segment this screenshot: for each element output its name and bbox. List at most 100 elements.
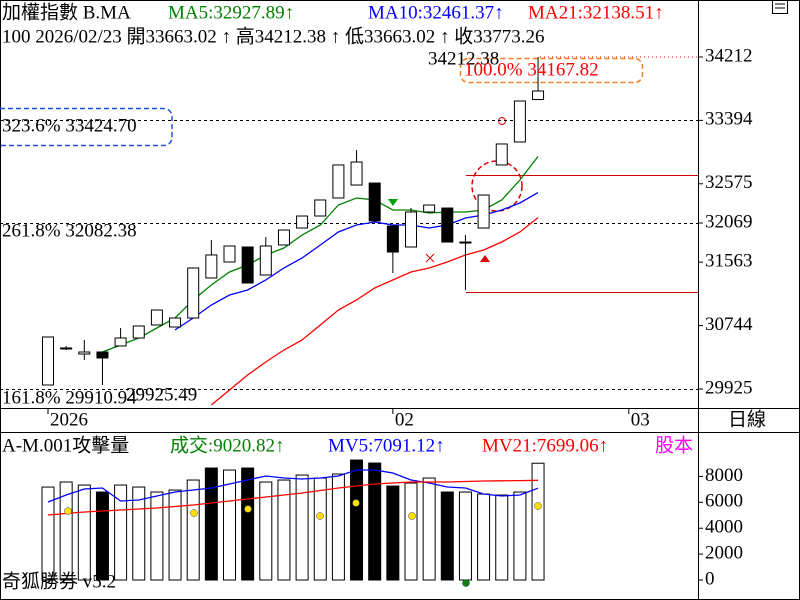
price-panel xyxy=(0,56,698,406)
volume-bar xyxy=(404,482,418,581)
candle-body xyxy=(259,245,272,276)
candle-body xyxy=(350,161,363,186)
volume-bar xyxy=(95,491,109,581)
volume-bar xyxy=(477,493,491,581)
candle-body xyxy=(386,225,399,253)
legend-entry: 成交:9020.82↑ xyxy=(170,434,285,456)
y-tick-label: 2000 xyxy=(705,542,743,563)
candle-body xyxy=(169,317,182,328)
ma-line xyxy=(210,217,539,406)
legend-entry: MV5:7091.12↑ xyxy=(328,435,445,456)
volume-bar xyxy=(495,494,509,581)
volume-bar xyxy=(241,467,255,581)
chart-title: 加權指數 B.MA xyxy=(2,1,131,23)
volume-bar xyxy=(422,477,436,581)
candle-body xyxy=(187,267,200,319)
candle-body xyxy=(477,194,490,229)
legend-entry: MA10:32461.37↑ xyxy=(368,2,504,23)
y-tick-label: 4000 xyxy=(705,517,743,538)
ma-line xyxy=(47,479,539,516)
signal-dot xyxy=(190,509,198,517)
y-tick-label: 32575 xyxy=(705,172,753,193)
signal-dot xyxy=(534,502,542,510)
candle-body xyxy=(150,309,163,326)
highlight-circle xyxy=(471,160,523,212)
candle-body xyxy=(314,199,327,217)
y-tick-label: 8000 xyxy=(705,465,743,486)
candle-body xyxy=(78,351,91,355)
y-tick-label: 34212 xyxy=(705,45,753,66)
volume-bar xyxy=(313,477,327,581)
annotation: 161.8% 29910.94 xyxy=(2,387,137,408)
candle-body xyxy=(223,245,236,263)
volume-bar xyxy=(350,459,364,581)
candle-body xyxy=(96,351,109,359)
volume-bar xyxy=(531,462,545,581)
period-label: 日線 xyxy=(728,408,766,430)
volume-bar xyxy=(295,474,309,581)
ma-line xyxy=(47,469,539,503)
annotation: 34212.38 xyxy=(428,48,499,69)
volume-bar xyxy=(331,473,345,581)
candle-body xyxy=(405,211,417,248)
y-tick-label: 0 xyxy=(705,568,715,589)
y-tick-label: 29925 xyxy=(705,377,753,398)
volume-bar xyxy=(223,469,236,581)
candle-body xyxy=(495,143,508,166)
volume-bar xyxy=(186,479,200,581)
volume-bar xyxy=(368,462,382,581)
legend-note: 股本 xyxy=(655,434,693,456)
volume-bar xyxy=(513,491,527,581)
signal-dot xyxy=(352,499,360,507)
annotation: 100.0% 34167.82 xyxy=(464,59,599,80)
annotation: 29925.49 xyxy=(126,384,197,405)
legend-entry: MA21:32138.51↑ xyxy=(528,2,664,23)
candle-body xyxy=(205,254,218,279)
volume-bar xyxy=(168,489,182,581)
volume-bar xyxy=(77,484,91,581)
candle-body xyxy=(296,215,309,229)
window-icon[interactable] xyxy=(772,0,788,14)
annotation-box xyxy=(0,107,173,147)
volume-bar xyxy=(150,491,164,581)
signal-dot xyxy=(462,579,470,587)
y-tick-label: 31563 xyxy=(705,251,753,272)
legend-entry: MV21:7699.06↑ xyxy=(482,435,608,456)
candle-body xyxy=(241,246,254,284)
x-tick-label: 03 xyxy=(631,409,650,430)
volume-bar xyxy=(440,491,454,581)
signal-marker xyxy=(388,199,398,206)
footer: 奇狐勝券 v5.2 xyxy=(2,570,116,592)
candle-body xyxy=(42,336,54,386)
ohlc-info: 100 2026/02/23 開33663.02 ↑ 高34212.38 ↑ 低… xyxy=(2,25,545,47)
candle-body xyxy=(114,337,127,347)
candle-body xyxy=(368,182,381,222)
annotation-box xyxy=(459,57,644,84)
volume-bar xyxy=(41,486,55,581)
candle-body xyxy=(277,229,290,246)
annotation: 323.6% 33424.70 xyxy=(2,115,137,136)
volume-bar xyxy=(132,486,146,581)
volume-bar xyxy=(259,481,273,581)
y-tick-label: 6000 xyxy=(705,491,743,512)
signal-marker xyxy=(425,253,435,263)
volume-bar xyxy=(458,491,472,581)
signal-dot xyxy=(64,507,72,515)
candle-body xyxy=(332,164,345,199)
signal-marker xyxy=(480,255,490,262)
signal-dot xyxy=(244,505,252,513)
volume-panel xyxy=(41,459,545,581)
signal-dot xyxy=(316,512,324,520)
volume-markers xyxy=(64,499,542,587)
signal-dot xyxy=(408,512,416,520)
volume-bar xyxy=(59,481,73,581)
ma-line xyxy=(174,192,539,331)
volume-bar xyxy=(204,467,218,581)
candle-body xyxy=(513,100,526,143)
candle-body xyxy=(423,204,436,213)
annotation: 261.8% 32082.38 xyxy=(2,220,137,241)
legend-entry: MA5:32927.89↑ xyxy=(168,2,294,23)
y-tick-label: 30744 xyxy=(705,314,753,335)
candle-body xyxy=(132,325,145,339)
